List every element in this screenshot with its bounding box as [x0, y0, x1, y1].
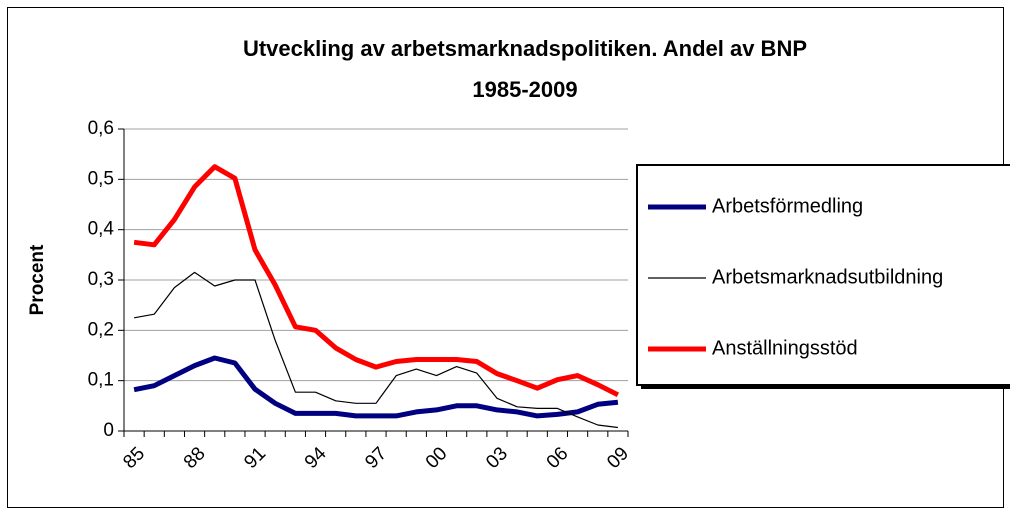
- series-line: [133, 164, 620, 398]
- y-tick-label: 0,2: [88, 319, 114, 340]
- series-line: [133, 271, 618, 429]
- y-tick-label: 0: [103, 420, 114, 441]
- y-tick-label: 0,3: [88, 269, 114, 290]
- series-line: [133, 355, 619, 419]
- chart-title: Utveckling av arbetsmarknadspolitiken. A…: [243, 36, 807, 61]
- legend-label: Arbetsförmedling: [712, 195, 863, 217]
- y-tick-label: 0,6: [88, 118, 114, 139]
- y-axis-label: Procent: [27, 244, 48, 315]
- chart-title: 1985-2009: [472, 77, 577, 102]
- y-tick-label: 0,1: [88, 370, 114, 391]
- y-tick-label: 0,4: [88, 219, 115, 240]
- legend-label: Arbetsmarknadsutbildning: [712, 266, 943, 288]
- y-tick-label: 0,5: [88, 168, 114, 189]
- legend-label: Anställningsstöd: [712, 337, 858, 359]
